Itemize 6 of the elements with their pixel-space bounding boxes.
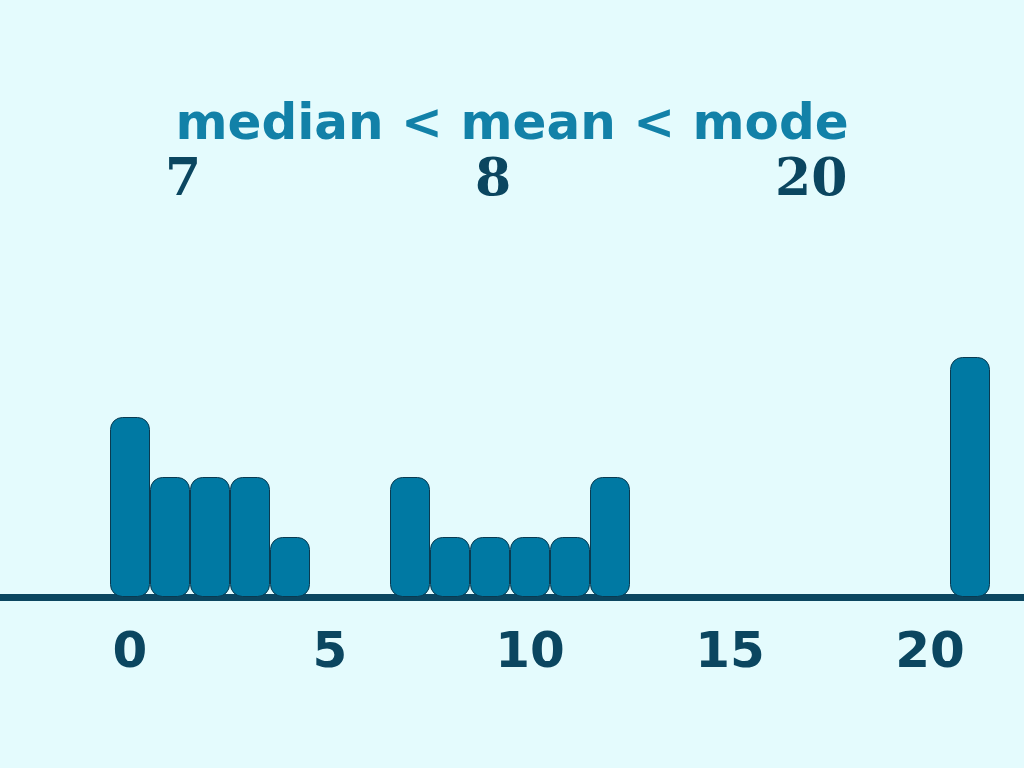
bar bbox=[950, 357, 990, 597]
x-tick-label: 10 bbox=[495, 621, 565, 679]
x-tick-label: 5 bbox=[312, 621, 348, 679]
x-tick-label: 0 bbox=[112, 621, 148, 679]
x-tick-label: 15 bbox=[695, 621, 765, 679]
x-tick-label: 20 bbox=[895, 621, 965, 679]
